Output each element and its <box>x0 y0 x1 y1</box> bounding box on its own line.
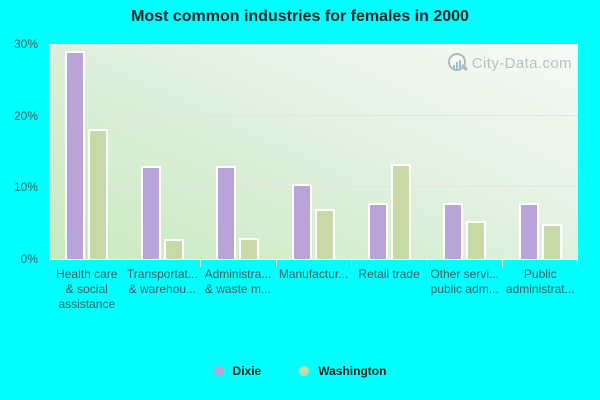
magnifier-handle <box>460 63 468 72</box>
x-axis-tick <box>124 259 126 267</box>
legend-label: Dixie <box>232 364 262 378</box>
bar-washington <box>390 164 411 259</box>
x-axis-tick <box>200 259 202 267</box>
bar-washington <box>466 221 487 259</box>
x-axis-label-line: & warehou... <box>128 282 197 296</box>
y-axis-tick-label: 0% <box>20 252 38 266</box>
x-axis-category-label: Health care & social assistance <box>49 267 125 312</box>
x-axis-label-line: public adm... <box>430 282 499 296</box>
legend-color-dot <box>213 366 224 376</box>
x-axis-category-label: Other servi... public adm... <box>427 267 503 312</box>
bar-group-2 <box>125 44 201 259</box>
bar-dixie <box>367 203 388 259</box>
legend-label: Washington <box>318 364 387 378</box>
bars <box>49 44 578 259</box>
x-axis-label-line: & waste m... <box>204 282 271 296</box>
x-axis-label-line: Public <box>523 267 557 281</box>
bar-dixie <box>216 165 237 259</box>
bar-dixie <box>140 165 161 259</box>
plot-area: City-Data.com <box>49 44 578 260</box>
bar-dixie <box>518 203 539 259</box>
x-axis-label-line: Other servi... <box>430 267 500 281</box>
bar-dixie <box>292 184 313 259</box>
bar-group-1 <box>49 44 125 259</box>
x-axis-labels: Health care & social assistance Transportat… <box>49 267 578 312</box>
bar-group-5 <box>351 44 427 259</box>
bar-group-3 <box>200 44 276 259</box>
x-axis-tick <box>502 259 504 267</box>
bar-washington <box>88 128 109 259</box>
gridline <box>49 186 578 188</box>
x-axis-label-line: Manufactur... <box>278 267 349 281</box>
x-axis-tick <box>577 259 578 267</box>
x-axis-tick <box>275 259 277 267</box>
logo-bar-icon <box>452 65 455 69</box>
legend-item-dixie: Dixie <box>213 364 262 378</box>
x-axis-label-line: Health care <box>56 267 118 281</box>
logo-bar-icon <box>455 62 458 69</box>
bar-washington <box>239 237 260 259</box>
bar-group-7 <box>502 44 578 259</box>
x-axis-category-label: Manufactur... <box>276 267 352 312</box>
y-axis-tick-label: 10% <box>13 180 38 195</box>
x-axis-label-line: & social <box>65 282 108 296</box>
bar-washington <box>315 208 336 259</box>
y-axis: 0% 10% 20% 30% <box>0 37 43 266</box>
watermark: City-Data.com <box>447 52 572 74</box>
y-axis-tick-label: 30% <box>13 37 38 51</box>
bar-group-6 <box>427 44 503 259</box>
legend-color-dot <box>299 366 310 376</box>
x-axis-label-line: Transportat... <box>126 267 198 281</box>
legend: Dixie Washington <box>0 364 600 378</box>
x-axis-ticks <box>49 259 578 267</box>
bar-washington <box>163 238 184 259</box>
chart-title: Most common industries for females in 20… <box>131 8 469 25</box>
x-axis-tick <box>426 259 428 267</box>
x-axis-category-label: Public administrat... <box>502 267 578 312</box>
bar-dixie <box>65 51 86 259</box>
x-axis-category-label: Administra... & waste m... <box>200 267 276 312</box>
magnifier-icon <box>447 52 469 74</box>
bar-group-4 <box>276 44 352 259</box>
watermark-text: City-Data.com <box>471 54 572 72</box>
gridline <box>49 114 578 116</box>
x-axis-category-label: Transportat... & warehou... <box>125 267 201 312</box>
x-axis-tick <box>49 259 50 267</box>
x-axis-label-line: Retail trade <box>358 267 420 281</box>
logo-bar-icon <box>458 60 461 69</box>
x-axis-tick <box>351 259 353 267</box>
bar-washington <box>541 223 562 259</box>
bar-dixie <box>443 203 464 259</box>
x-axis-label-line: Administra... <box>204 267 272 281</box>
y-axis-tick-label: 20% <box>13 108 38 123</box>
x-axis-label-line: administrat... <box>505 282 575 296</box>
x-axis-category-label: Retail trade <box>351 267 427 312</box>
legend-item-washington: Washington <box>299 364 386 378</box>
x-axis-label-line: assistance <box>58 297 116 311</box>
